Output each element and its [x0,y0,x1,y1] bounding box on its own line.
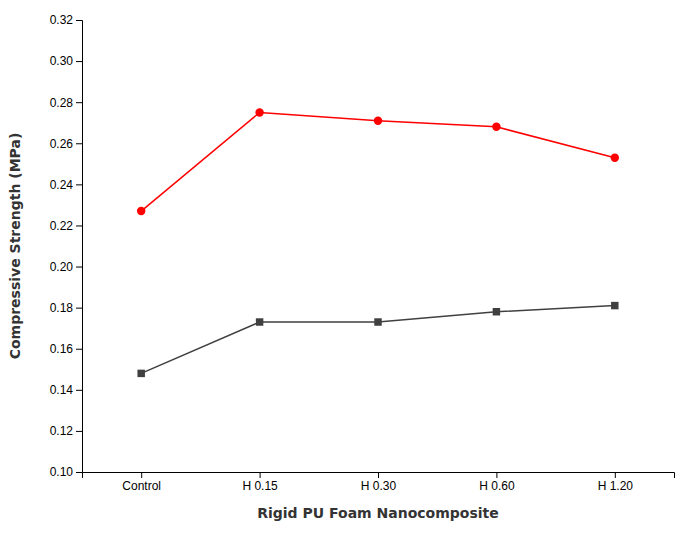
x-axis-title: Rigid PU Foam Nanocomposite [257,505,499,521]
y-tick-label: 0.22 [50,219,74,233]
y-tick-label: 0.18 [50,301,74,315]
x-tick-mark [260,472,261,478]
x-axis: Control H 0.15 H 0.30 H 0.60 H 1.20 [83,472,675,493]
y-tick-mark [76,431,82,432]
x-tick-label: H 0.60 [479,479,515,493]
y-tick-mark [76,20,82,21]
x-tick: H 0.60 [479,472,515,493]
y-tick-mark [76,308,82,309]
y-tick: 0.14 [50,383,82,397]
x-tick-mark [496,472,497,478]
y-tick-label: 0.12 [50,424,74,438]
x-tick-label: Control [122,479,161,493]
y-tick-mark [76,390,82,391]
y-tick-mark [76,349,82,350]
y-tick: 0.12 [50,424,82,438]
point [256,318,263,325]
y-tick-mark [76,184,82,185]
point [374,116,382,124]
point [611,153,619,161]
series [137,302,618,377]
point [255,108,263,116]
y-tick-mark [76,472,82,473]
y-tick-mark [76,143,82,144]
x-tick-label: H 0.15 [242,479,278,493]
y-tick: 0.20 [50,260,82,274]
y-tick-label: 0.32 [50,13,74,27]
point [137,370,144,377]
point [493,308,500,315]
x-tick: H 0.30 [361,472,397,493]
y-tick-label: 0.26 [50,137,74,151]
x-tick: H 1.20 [598,472,634,493]
y-tick: 0.18 [50,301,82,315]
y-tick-label: 0.28 [50,96,74,110]
x-tick-mark [378,472,379,478]
series-line [141,112,615,211]
y-tick: 0.24 [50,178,82,192]
y-axis-title: Compressive Strength (MPa) [7,133,23,360]
x-tick-mark [615,472,616,478]
y-axis-line [76,21,83,473]
series-line [141,306,615,374]
x-tick-label: H 0.30 [361,479,397,493]
series [137,108,619,215]
y-tick-label: 0.14 [50,383,74,397]
y-axis: 0.10 0.12 0.14 0.16 0.18 0.20 0.22 0.24 0.26 0.28… [50,13,83,479]
y-tick: 0.32 [50,13,82,27]
y-tick-label: 0.20 [50,260,74,274]
point [374,318,381,325]
x-tick-mark [141,472,142,478]
plot: ControlH 0.15H 0.30H 0.60H 1.200.100.120… [50,13,675,492]
y-tick-label: 0.30 [50,54,74,68]
marks [137,108,619,377]
y-tick-mark [76,102,82,103]
x-tick: Control [122,472,161,493]
y-tick: 0.26 [50,137,82,151]
x-axis-line [83,473,675,479]
point [137,207,145,215]
y-tick-label: 0.24 [50,178,74,192]
point [611,302,618,309]
y-tick: 0.10 [50,465,82,479]
y-tick-mark [76,61,82,62]
y-tick: 0.22 [50,219,82,233]
y-tick-label: 0.16 [50,342,74,356]
x-tick-label: H 1.20 [598,479,634,493]
y-tick-mark [76,267,82,268]
y-tick-label: 0.10 [50,465,74,479]
point [492,123,500,131]
y-tick: 0.30 [50,54,82,68]
y-tick-mark [76,225,82,226]
chart: ControlH 0.15H 0.30H 0.60H 1.200.100.120… [0,0,698,534]
y-tick: 0.16 [50,342,82,356]
y-tick: 0.28 [50,96,82,110]
x-tick: H 0.15 [242,472,278,493]
